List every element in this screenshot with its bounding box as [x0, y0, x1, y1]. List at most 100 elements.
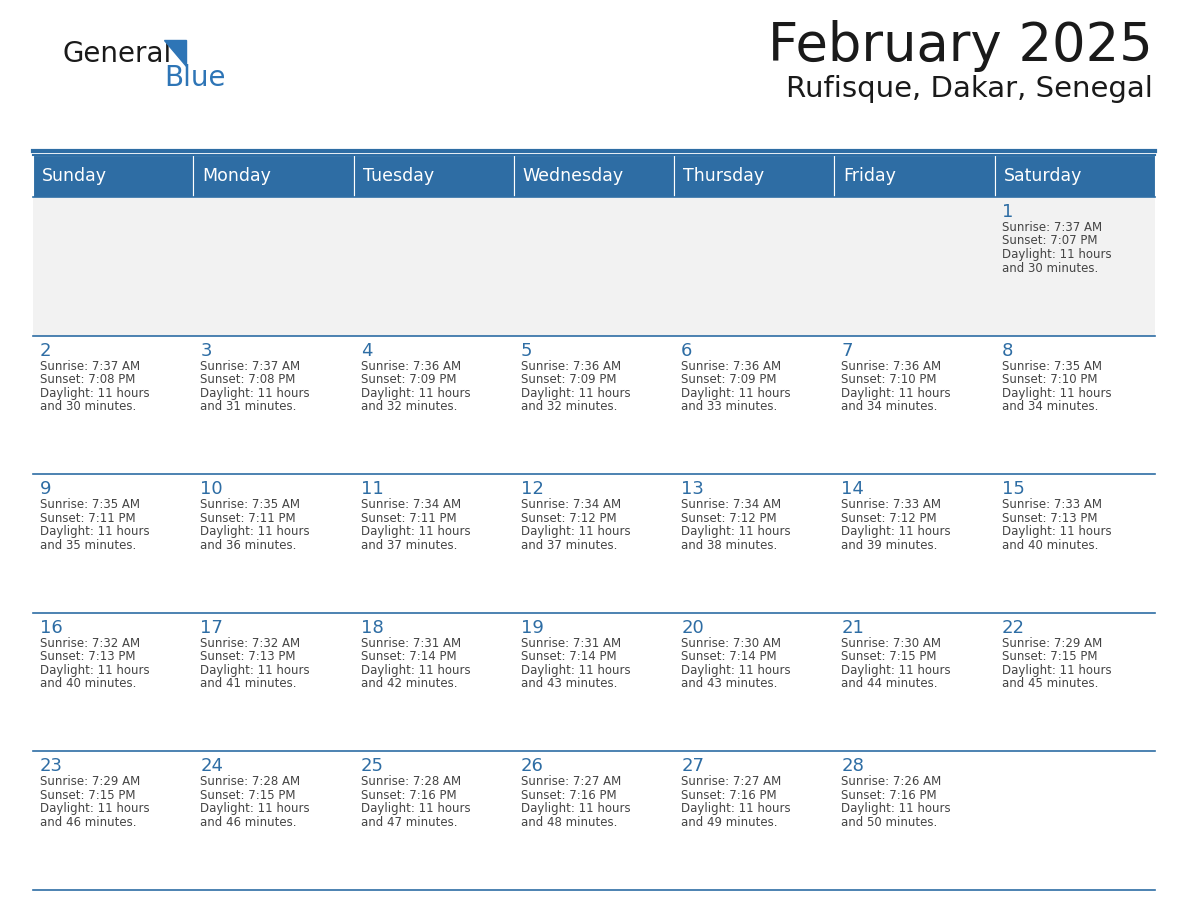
Text: Daylight: 11 hours: Daylight: 11 hours — [361, 525, 470, 538]
Text: Daylight: 11 hours: Daylight: 11 hours — [1001, 664, 1111, 677]
Text: Sunset: 7:10 PM: Sunset: 7:10 PM — [1001, 373, 1098, 386]
Text: and 50 minutes.: and 50 minutes. — [841, 816, 937, 829]
Text: and 38 minutes.: and 38 minutes. — [681, 539, 777, 552]
Text: Sunrise: 7:28 AM: Sunrise: 7:28 AM — [201, 776, 301, 789]
Bar — [33, 475, 194, 613]
Text: Sunset: 7:08 PM: Sunset: 7:08 PM — [201, 373, 296, 386]
Bar — [674, 613, 834, 752]
Text: Sunrise: 7:37 AM: Sunrise: 7:37 AM — [1001, 221, 1101, 234]
Text: Sunset: 7:15 PM: Sunset: 7:15 PM — [40, 789, 135, 802]
Text: Daylight: 11 hours: Daylight: 11 hours — [841, 664, 952, 677]
Text: Tuesday: Tuesday — [362, 167, 434, 185]
Text: and 32 minutes.: and 32 minutes. — [520, 400, 618, 413]
Text: Sunrise: 7:37 AM: Sunrise: 7:37 AM — [40, 360, 140, 373]
Text: Rufisque, Dakar, Senegal: Rufisque, Dakar, Senegal — [786, 75, 1154, 103]
Text: Daylight: 11 hours: Daylight: 11 hours — [681, 802, 791, 815]
Text: Sunrise: 7:27 AM: Sunrise: 7:27 AM — [520, 776, 621, 789]
Text: February 2025: February 2025 — [769, 20, 1154, 72]
Text: 2: 2 — [40, 341, 51, 360]
Text: 4: 4 — [361, 341, 372, 360]
Text: Sunset: 7:16 PM: Sunset: 7:16 PM — [681, 789, 777, 802]
Text: and 46 minutes.: and 46 minutes. — [201, 816, 297, 829]
Text: Sunrise: 7:34 AM: Sunrise: 7:34 AM — [681, 498, 782, 511]
Bar — [33, 336, 194, 475]
Text: and 40 minutes.: and 40 minutes. — [40, 677, 137, 690]
Text: Sunrise: 7:28 AM: Sunrise: 7:28 AM — [361, 776, 461, 789]
Text: Daylight: 11 hours: Daylight: 11 hours — [1001, 525, 1111, 538]
Bar — [834, 475, 994, 613]
Text: 7: 7 — [841, 341, 853, 360]
Bar — [194, 197, 354, 336]
Text: and 40 minutes.: and 40 minutes. — [1001, 539, 1098, 552]
Text: Sunset: 7:13 PM: Sunset: 7:13 PM — [201, 650, 296, 664]
Text: 24: 24 — [201, 757, 223, 776]
Text: Sunrise: 7:34 AM: Sunrise: 7:34 AM — [361, 498, 461, 511]
Bar — [33, 752, 194, 890]
Bar — [994, 336, 1155, 475]
Text: 5: 5 — [520, 341, 532, 360]
Text: 14: 14 — [841, 480, 865, 498]
Text: and 39 minutes.: and 39 minutes. — [841, 539, 937, 552]
Bar — [834, 613, 994, 752]
Text: Daylight: 11 hours: Daylight: 11 hours — [681, 664, 791, 677]
Bar — [514, 752, 674, 890]
Bar — [33, 197, 194, 336]
Text: 15: 15 — [1001, 480, 1024, 498]
Bar — [994, 155, 1155, 197]
Text: and 35 minutes.: and 35 minutes. — [40, 539, 137, 552]
Text: Daylight: 11 hours: Daylight: 11 hours — [361, 386, 470, 399]
Text: 26: 26 — [520, 757, 544, 776]
Bar — [834, 155, 994, 197]
Text: Sunset: 7:13 PM: Sunset: 7:13 PM — [40, 650, 135, 664]
Text: Daylight: 11 hours: Daylight: 11 hours — [201, 802, 310, 815]
Text: 18: 18 — [361, 619, 384, 637]
Text: Daylight: 11 hours: Daylight: 11 hours — [1001, 386, 1111, 399]
Text: Sunset: 7:16 PM: Sunset: 7:16 PM — [361, 789, 456, 802]
Text: Friday: Friday — [843, 167, 896, 185]
Text: 19: 19 — [520, 619, 544, 637]
Text: and 34 minutes.: and 34 minutes. — [841, 400, 937, 413]
Text: Daylight: 11 hours: Daylight: 11 hours — [681, 525, 791, 538]
Text: Daylight: 11 hours: Daylight: 11 hours — [40, 802, 150, 815]
Text: Sunset: 7:16 PM: Sunset: 7:16 PM — [520, 789, 617, 802]
Text: 10: 10 — [201, 480, 223, 498]
Text: Sunrise: 7:31 AM: Sunrise: 7:31 AM — [520, 637, 621, 650]
Text: Daylight: 11 hours: Daylight: 11 hours — [361, 664, 470, 677]
Text: Sunrise: 7:27 AM: Sunrise: 7:27 AM — [681, 776, 782, 789]
Text: and 49 minutes.: and 49 minutes. — [681, 816, 778, 829]
Text: Sunrise: 7:34 AM: Sunrise: 7:34 AM — [520, 498, 621, 511]
Text: Sunset: 7:14 PM: Sunset: 7:14 PM — [361, 650, 456, 664]
Text: Wednesday: Wednesday — [523, 167, 624, 185]
Text: Sunrise: 7:36 AM: Sunrise: 7:36 AM — [681, 360, 782, 373]
Text: Sunrise: 7:32 AM: Sunrise: 7:32 AM — [201, 637, 301, 650]
Text: Blue: Blue — [164, 64, 226, 92]
Bar — [994, 752, 1155, 890]
Text: Sunrise: 7:31 AM: Sunrise: 7:31 AM — [361, 637, 461, 650]
Text: and 32 minutes.: and 32 minutes. — [361, 400, 457, 413]
Text: 3: 3 — [201, 341, 211, 360]
Text: Sunrise: 7:26 AM: Sunrise: 7:26 AM — [841, 776, 942, 789]
Text: Sunset: 7:13 PM: Sunset: 7:13 PM — [1001, 511, 1098, 525]
Text: and 36 minutes.: and 36 minutes. — [201, 539, 297, 552]
Bar — [674, 197, 834, 336]
Text: 13: 13 — [681, 480, 704, 498]
Text: Sunrise: 7:30 AM: Sunrise: 7:30 AM — [841, 637, 941, 650]
Text: and 48 minutes.: and 48 minutes. — [520, 816, 618, 829]
Text: Daylight: 11 hours: Daylight: 11 hours — [841, 525, 952, 538]
Text: and 30 minutes.: and 30 minutes. — [40, 400, 137, 413]
Text: and 41 minutes.: and 41 minutes. — [201, 677, 297, 690]
Text: and 45 minutes.: and 45 minutes. — [1001, 677, 1098, 690]
Text: Sunset: 7:11 PM: Sunset: 7:11 PM — [40, 511, 135, 525]
Bar — [514, 155, 674, 197]
Bar — [33, 613, 194, 752]
Text: Sunrise: 7:33 AM: Sunrise: 7:33 AM — [1001, 498, 1101, 511]
Text: Daylight: 11 hours: Daylight: 11 hours — [201, 525, 310, 538]
Text: Sunset: 7:16 PM: Sunset: 7:16 PM — [841, 789, 937, 802]
Bar — [514, 613, 674, 752]
Text: Daylight: 11 hours: Daylight: 11 hours — [361, 802, 470, 815]
Bar — [514, 475, 674, 613]
Text: Daylight: 11 hours: Daylight: 11 hours — [520, 525, 631, 538]
Bar — [514, 197, 674, 336]
Bar — [354, 336, 514, 475]
Text: Sunrise: 7:35 AM: Sunrise: 7:35 AM — [1001, 360, 1101, 373]
